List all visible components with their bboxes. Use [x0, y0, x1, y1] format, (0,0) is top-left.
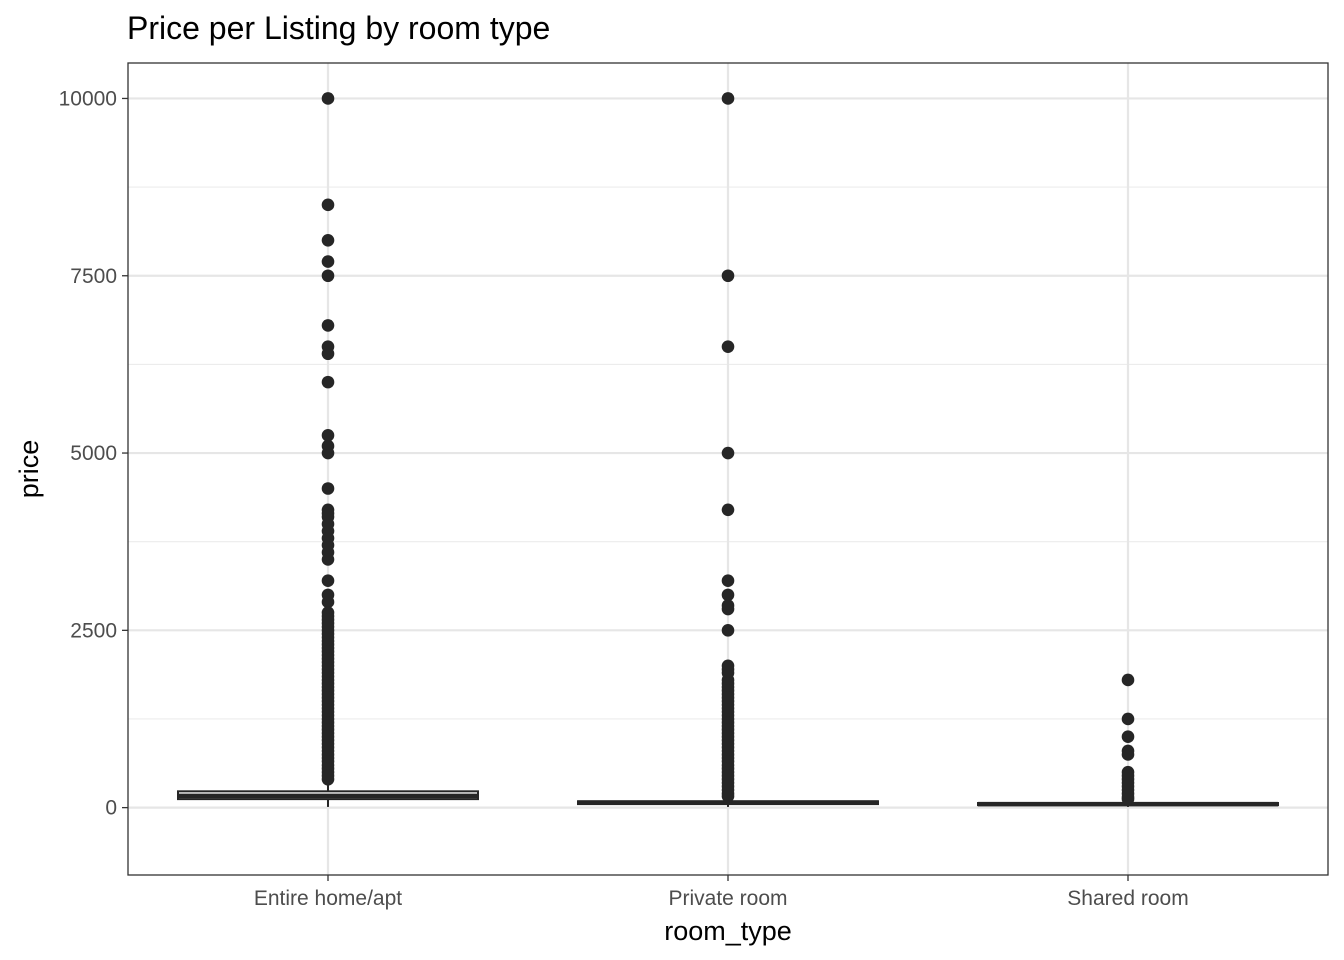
outlier-point — [1121, 673, 1135, 687]
x-tick-label: Private room — [668, 887, 787, 910]
y-tick-label: 0 — [105, 797, 117, 820]
outlier-point — [321, 772, 335, 786]
outlier-point — [721, 92, 735, 105]
y-tick-label: 7500 — [70, 265, 117, 288]
outlier-point — [721, 602, 735, 616]
outlier-point — [721, 624, 735, 637]
outlier-point — [1121, 712, 1135, 726]
outlier-point — [321, 269, 335, 283]
y-tick-label: 10000 — [59, 87, 117, 110]
outlier-point — [721, 269, 735, 283]
outlier-point — [721, 574, 735, 587]
outlier-point — [321, 319, 335, 332]
outlier-point — [321, 574, 335, 587]
x-tick-label: Shared room — [1067, 887, 1188, 910]
x-axis-title: room_type — [664, 916, 792, 946]
outlier-point — [321, 429, 335, 442]
outlier-point — [321, 553, 335, 566]
outlier-point — [721, 340, 735, 353]
y-tick-label: 2500 — [70, 619, 117, 642]
outlier-point — [321, 198, 335, 212]
outlier-point — [321, 92, 335, 105]
outlier-point — [1121, 792, 1135, 806]
outlier-point — [721, 588, 735, 602]
boxplots — [177, 92, 1279, 807]
y-axis-title: price — [14, 440, 44, 499]
outlier-point — [321, 255, 335, 268]
outlier-point — [1121, 748, 1135, 761]
outlier-point — [721, 503, 735, 517]
outlier-point — [321, 233, 335, 247]
outlier-point — [321, 482, 335, 495]
outlier-point — [721, 446, 735, 460]
boxplot-3 — [977, 673, 1279, 807]
outlier-point — [1121, 730, 1135, 744]
y-axis: 0 2500 5000 7500 10000 — [59, 87, 128, 820]
outlier-point — [321, 595, 335, 609]
outlier-point — [321, 375, 335, 389]
outlier-point — [321, 446, 335, 460]
outlier-point — [721, 789, 735, 803]
boxplot-2 — [577, 92, 879, 807]
x-tick-label: Entire home/apt — [254, 887, 402, 910]
x-axis: Entire home/apt Private room Shared room — [254, 875, 1189, 910]
y-tick-label: 5000 — [70, 442, 117, 465]
outlier-point — [321, 347, 335, 361]
chart-title: Price per Listing by room type — [127, 10, 550, 46]
boxplot-1 — [177, 92, 479, 807]
